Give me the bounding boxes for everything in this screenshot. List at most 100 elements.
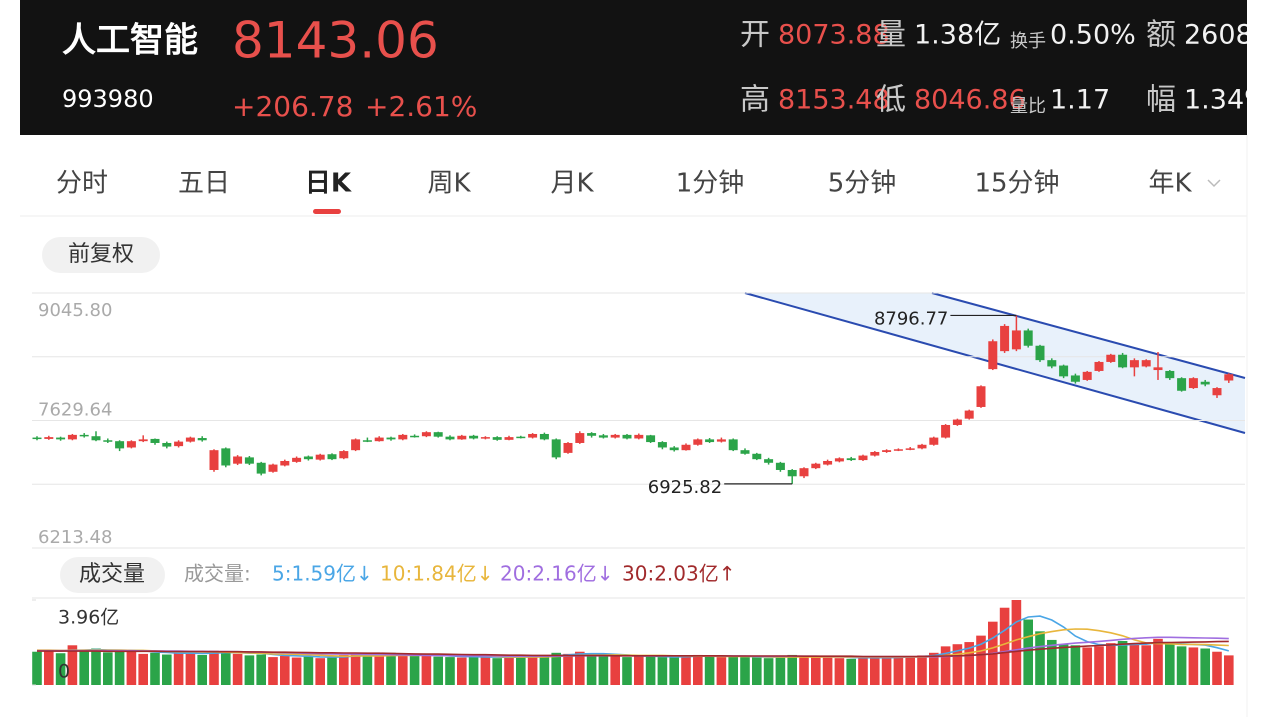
volume-bar [940, 646, 951, 685]
volume-bar [44, 650, 54, 685]
volume-button-bg[interactable] [60, 557, 165, 593]
stock-code: 993980 [62, 85, 154, 113]
tab[interactable]: 月K [550, 169, 594, 199]
candle-body [858, 455, 868, 461]
candle-body [1118, 354, 1128, 368]
volume-bar [1106, 643, 1116, 685]
candle-body [634, 434, 644, 439]
volume-bar [1035, 631, 1045, 685]
tab[interactable]: 年K [1148, 169, 1192, 199]
legend-entry: 20:2.16亿↓ [500, 562, 613, 586]
volume-bar [763, 658, 774, 685]
candle-body [563, 442, 573, 453]
volume-bar [822, 657, 833, 685]
candle-body [646, 435, 656, 443]
candle-body [410, 435, 420, 438]
legend-entry: 5:1.59亿↓ [272, 562, 373, 586]
candle-body [740, 450, 750, 454]
candle-body [669, 447, 679, 451]
candle-body [976, 386, 986, 407]
volume-bar [775, 657, 786, 685]
candle-body [988, 341, 998, 370]
volume-bar [256, 654, 266, 685]
candle-body [952, 419, 962, 425]
volume-bar [103, 652, 113, 685]
candle-body [610, 434, 620, 438]
tab[interactable]: 分时 [56, 169, 108, 199]
volume-bar [704, 656, 715, 685]
volume-bar [280, 656, 290, 685]
volume-bar [91, 648, 101, 685]
candle-body [1200, 381, 1210, 385]
stat-label: 幅 [1146, 83, 1176, 118]
candle-body [941, 424, 951, 438]
volume-bar [846, 658, 856, 685]
candle-body [964, 410, 974, 419]
volume-bar [32, 651, 42, 685]
candle-body [846, 458, 856, 461]
adjust-button-bg[interactable] [42, 237, 160, 273]
volume-bar [79, 650, 89, 685]
volume-bar [563, 653, 573, 685]
volume-bar [268, 657, 278, 685]
stat-value: 1.38亿 [914, 20, 1001, 51]
volume-bar [339, 654, 349, 685]
candle-body [233, 456, 243, 464]
volume-bar [468, 656, 479, 685]
candle-body [56, 437, 66, 440]
volume-bar [834, 658, 845, 685]
header-bg [20, 0, 1247, 135]
volume-bar [162, 654, 172, 685]
volume-button[interactable]: 成交量 [79, 562, 145, 587]
candle-body [1094, 361, 1104, 371]
candle-body [539, 433, 549, 440]
candle-body [1165, 370, 1175, 379]
volume-bar [551, 652, 561, 685]
candle-body [775, 462, 785, 470]
volume-bar [244, 655, 255, 685]
legend-entry: 30:2.03亿↑ [622, 562, 735, 586]
volume-bar [1094, 646, 1104, 685]
volume-bar [315, 658, 325, 685]
volume-bar [622, 657, 632, 685]
tab[interactable]: 周K [427, 169, 471, 199]
tab[interactable]: 五日 [178, 169, 230, 199]
stat-value: 0.50% [1050, 20, 1136, 51]
candle-body [575, 433, 585, 443]
candle-body [103, 440, 113, 442]
candle-body [327, 454, 337, 460]
candle-body [44, 437, 54, 439]
adjust-button[interactable]: 前复权 [68, 242, 134, 267]
candle-body [221, 448, 231, 466]
stat-label: 量 [876, 18, 906, 53]
volume-bar [858, 657, 868, 685]
candle-body [1070, 375, 1080, 382]
volume-bar [634, 655, 644, 685]
tab[interactable]: 15分钟 [974, 169, 1059, 199]
candle-body [598, 435, 608, 438]
candle-body [433, 432, 443, 437]
volume-bar [905, 656, 915, 685]
volume-bar [232, 653, 243, 685]
volume-bar [539, 656, 550, 685]
volume-bar [114, 649, 125, 685]
volume-bar [752, 657, 762, 685]
volume-bar [1117, 640, 1128, 685]
tab[interactable]: 日K [305, 169, 352, 199]
volume-bar [185, 651, 196, 685]
candle-body [480, 437, 490, 439]
min-annotation: 6925.82 [648, 477, 722, 498]
candle-body [681, 444, 691, 451]
candle-body [905, 448, 915, 450]
candle-body [657, 442, 667, 448]
stat-label: 高 [740, 83, 770, 118]
volume-bar [893, 657, 904, 685]
volume-bar [728, 655, 738, 685]
candle-body [256, 462, 266, 474]
volume-bar [870, 657, 880, 685]
volume-bar [811, 657, 821, 685]
price-change: +206.78 [232, 90, 353, 123]
volume-bar [1153, 638, 1163, 685]
tab[interactable]: 5分钟 [828, 169, 897, 199]
tab[interactable]: 1分钟 [676, 169, 745, 199]
